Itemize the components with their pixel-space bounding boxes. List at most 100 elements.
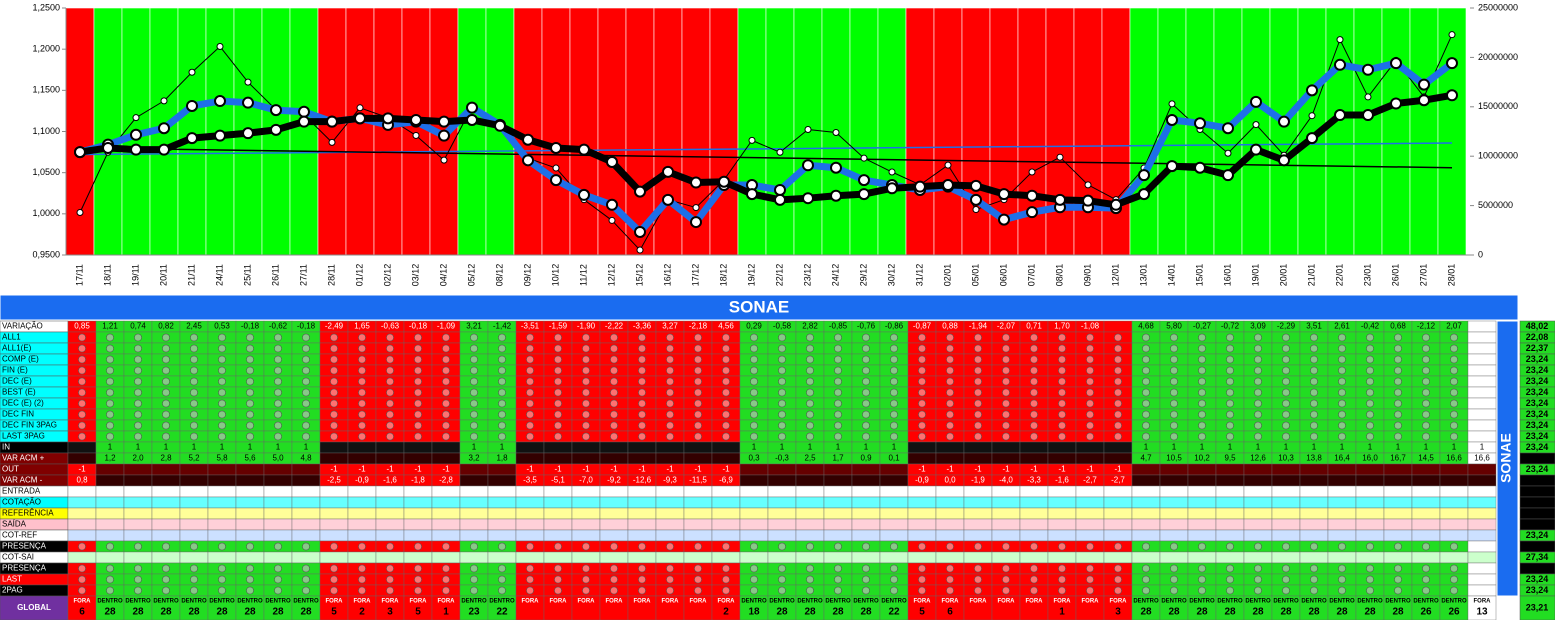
status-dot	[862, 333, 870, 342]
row-total: 23,24	[1526, 530, 1549, 540]
series-marker	[158, 122, 170, 135]
cell-value: 1	[1144, 443, 1149, 452]
cell	[879, 529, 909, 542]
cell	[1047, 551, 1077, 564]
cell	[1355, 529, 1385, 542]
cell	[1411, 551, 1441, 564]
cell-status: FORA	[942, 599, 960, 605]
status-dot	[946, 575, 954, 584]
cell	[179, 507, 209, 520]
cell-value: -1	[610, 465, 618, 474]
status-dot	[1226, 564, 1234, 573]
status-dot	[834, 542, 842, 551]
x-tick-label: 23/01	[1362, 264, 1372, 287]
cell	[1131, 551, 1161, 564]
cell-value: -11,5	[689, 476, 707, 485]
series-marker	[552, 164, 560, 172]
background-band	[1157, 7, 1187, 256]
cell	[431, 595, 461, 620]
cell	[1047, 595, 1077, 620]
status-dot	[750, 575, 758, 584]
status-dot	[974, 421, 982, 430]
status-dot	[582, 388, 590, 397]
status-dot	[1338, 366, 1346, 375]
cell-value: 4,56	[718, 322, 734, 331]
status-dot	[1254, 333, 1262, 342]
series-marker	[522, 133, 534, 146]
status-dot	[1030, 564, 1038, 573]
status-dot	[862, 586, 870, 595]
status-dot	[862, 410, 870, 419]
series-marker	[412, 131, 420, 139]
status-dot	[722, 344, 730, 353]
status-dot	[1086, 377, 1094, 386]
cell	[1131, 518, 1161, 531]
series-marker	[328, 138, 336, 146]
background-band	[317, 7, 347, 256]
status-dot	[694, 432, 702, 441]
y2-tick-label: 15000000	[1478, 101, 1518, 111]
cell-value: 28	[860, 607, 872, 618]
cell	[123, 474, 153, 487]
status-dot	[778, 410, 786, 419]
cell	[515, 507, 545, 520]
status-dot	[414, 564, 422, 573]
cell	[1159, 507, 1189, 520]
series-marker	[186, 99, 198, 112]
status-dot	[1030, 344, 1038, 353]
status-dot	[554, 410, 562, 419]
cell	[95, 463, 125, 476]
status-dot	[386, 366, 394, 375]
status-dot	[1338, 355, 1346, 364]
cell	[1271, 474, 1301, 487]
cell	[179, 595, 209, 620]
status-dot	[834, 388, 842, 397]
cell-value: -1	[918, 465, 926, 474]
cell-value: -3,51	[521, 322, 540, 331]
x-tick-label: 05/12	[466, 264, 476, 287]
cell	[179, 474, 209, 487]
cell	[823, 496, 853, 509]
cell	[1439, 518, 1469, 531]
status-dot	[862, 575, 870, 584]
cell	[515, 551, 545, 564]
cell-value: -1	[1002, 465, 1010, 474]
cell	[1243, 463, 1273, 476]
x-tick-label: 08/01	[1054, 264, 1064, 287]
status-dot	[1198, 575, 1206, 584]
cell	[907, 496, 937, 509]
cell-status: FORA	[1082, 599, 1100, 605]
cell	[1187, 507, 1217, 520]
series-marker	[494, 119, 506, 132]
status-dot	[666, 333, 674, 342]
status-dot	[1422, 432, 1430, 441]
status-dot	[1058, 586, 1066, 595]
cell	[739, 507, 769, 520]
status-dot	[638, 432, 646, 441]
status-dot	[162, 377, 170, 386]
cell-value: 28	[300, 607, 312, 618]
status-dot	[1450, 333, 1458, 342]
status-dot	[190, 542, 198, 551]
total-cell	[1519, 518, 1555, 531]
series-marker	[1054, 193, 1066, 206]
cell-value: 1	[780, 443, 785, 452]
cell	[403, 452, 433, 465]
cell	[1019, 507, 1049, 520]
series-marker	[662, 193, 674, 206]
status-dot	[694, 377, 702, 386]
cell	[963, 595, 993, 620]
status-dot	[1254, 388, 1262, 397]
y-tick-label: 1,0000	[32, 208, 60, 218]
x-tick-label: 20/11	[158, 264, 168, 286]
y-tick-label: 1,2000	[32, 44, 60, 54]
cell	[459, 463, 489, 476]
status-dot	[218, 421, 226, 430]
cell	[1467, 496, 1497, 509]
cell	[879, 485, 909, 498]
status-dot	[246, 575, 254, 584]
status-dot	[78, 366, 86, 375]
series-marker	[410, 113, 422, 126]
x-tick-label: 18/11	[102, 264, 112, 286]
background-band	[457, 7, 487, 256]
